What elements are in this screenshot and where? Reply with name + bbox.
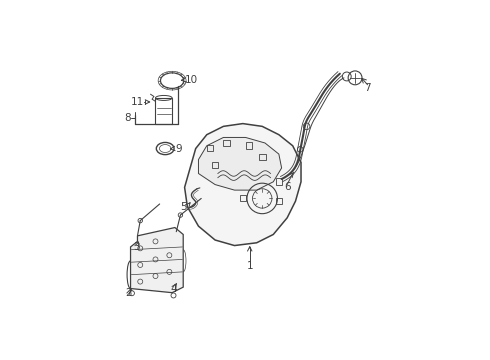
Text: 10: 10 — [185, 75, 198, 85]
Text: 7: 7 — [364, 82, 371, 93]
Polygon shape — [185, 123, 301, 246]
Text: 1: 1 — [246, 261, 253, 271]
Text: 3: 3 — [133, 242, 139, 252]
Text: 9: 9 — [175, 144, 181, 153]
Text: 2: 2 — [125, 288, 132, 298]
Text: 11: 11 — [131, 97, 145, 107]
Text: 5: 5 — [180, 202, 187, 212]
Polygon shape — [130, 228, 183, 293]
Polygon shape — [198, 138, 282, 190]
Text: 8: 8 — [124, 113, 131, 123]
Text: 4: 4 — [170, 284, 177, 293]
Text: 6: 6 — [284, 183, 291, 192]
